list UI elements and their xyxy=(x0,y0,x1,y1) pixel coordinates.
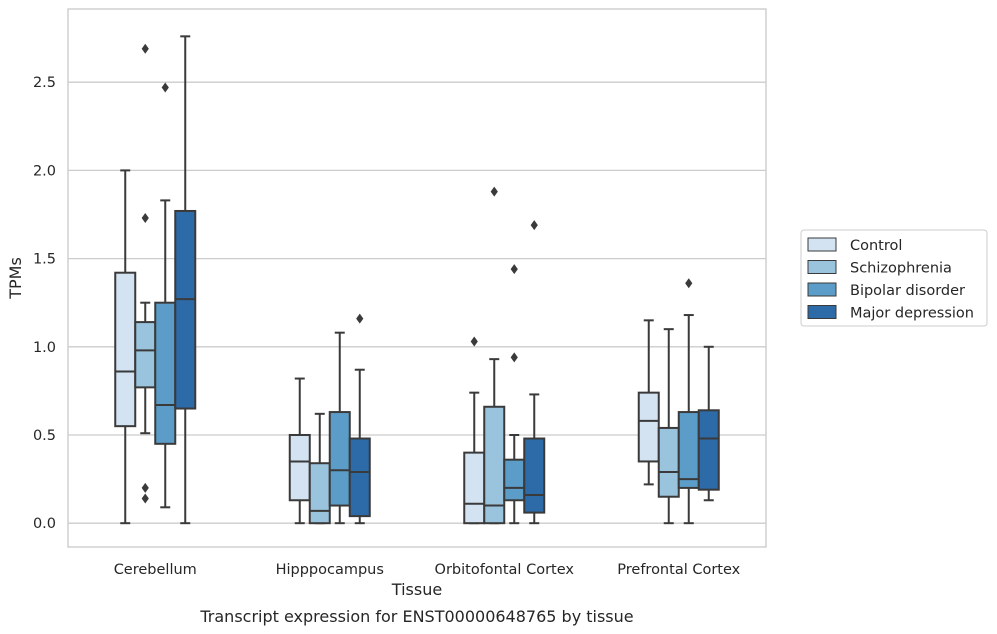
y-tick-label: 2.0 xyxy=(33,163,56,179)
outlier-point xyxy=(161,82,169,93)
outlier-point xyxy=(530,220,538,231)
outlier-point xyxy=(470,336,478,347)
box-group xyxy=(697,345,720,502)
box-iqr xyxy=(308,462,331,525)
legend-frame xyxy=(800,229,988,327)
box-group xyxy=(637,319,660,486)
y-tick-label: 0.0 xyxy=(33,516,56,532)
outlier-point xyxy=(356,313,364,324)
x-tick-labels: Cerebellum Hipppocampus Orbitofontal Corte… xyxy=(114,562,741,578)
box-iqr xyxy=(288,433,311,502)
y-axis-label: TPMs xyxy=(6,257,25,300)
legend-swatch xyxy=(807,305,837,319)
box-iqr xyxy=(657,426,680,498)
legend-label: Bipolar disorder xyxy=(850,283,965,299)
box-group xyxy=(677,278,700,525)
box-iqr xyxy=(328,411,351,507)
outlier-point xyxy=(141,482,149,493)
legend-swatch xyxy=(807,282,837,297)
box-group xyxy=(154,82,177,509)
box-group xyxy=(114,169,137,525)
box-iqr xyxy=(348,437,371,518)
box-group xyxy=(523,220,546,525)
legend-swatch xyxy=(807,260,837,274)
box-iqr xyxy=(134,321,157,389)
outlier-point xyxy=(685,278,693,289)
legend-label: Control xyxy=(850,238,902,254)
box-iqr xyxy=(174,209,197,410)
box-iqr xyxy=(463,451,486,525)
box-group xyxy=(657,328,680,525)
x-tick-label: Cerebellum xyxy=(114,562,197,578)
x-tick-label: Hipppocampus xyxy=(276,562,384,578)
boxes xyxy=(114,35,720,525)
y-tick-label: 0.5 xyxy=(33,428,56,444)
y-tick-label: 2.5 xyxy=(33,75,56,91)
y-tick-label: 1.0 xyxy=(33,340,56,356)
legend-swatch xyxy=(807,237,837,252)
box-group xyxy=(463,336,486,525)
box-iqr xyxy=(523,437,546,514)
outlier-point xyxy=(510,352,518,363)
outlier-point xyxy=(490,186,498,197)
box-iqr xyxy=(637,391,660,463)
box-group xyxy=(328,331,351,525)
legend-label: Major depression xyxy=(850,306,974,322)
outlier-point xyxy=(141,213,149,224)
y-tick-labels: 0.0 0.5 1.0 1.5 2.0 2.5 xyxy=(33,75,56,532)
box-group xyxy=(134,43,157,504)
box-group xyxy=(348,313,371,525)
box-group xyxy=(483,186,506,525)
plot-frame xyxy=(67,8,767,548)
outlier-point xyxy=(141,43,149,54)
outlier-point xyxy=(141,493,149,504)
box-iqr xyxy=(154,301,177,445)
x-tick-label: Prefrontal Cortex xyxy=(617,562,740,578)
box-group xyxy=(308,412,331,525)
figure-caption: Transcript expression for ENST0000064876… xyxy=(199,607,633,626)
x-axis-label: Tissue xyxy=(391,580,442,599)
box-iqr xyxy=(697,409,720,491)
box-iqr xyxy=(503,458,526,502)
legend-label: Schizophrenia xyxy=(850,261,952,277)
legend: Control Schizophrenia Bipolar disorder Majo… xyxy=(800,229,988,327)
y-tick-label: 1.5 xyxy=(33,252,56,268)
box-group xyxy=(288,377,311,525)
box-iqr xyxy=(114,271,137,428)
box-group xyxy=(174,35,197,525)
box-iqr xyxy=(677,411,700,489)
outlier-point xyxy=(510,264,518,275)
x-tick-label: Orbitofontal Cortex xyxy=(435,562,575,578)
box-group xyxy=(503,264,526,525)
